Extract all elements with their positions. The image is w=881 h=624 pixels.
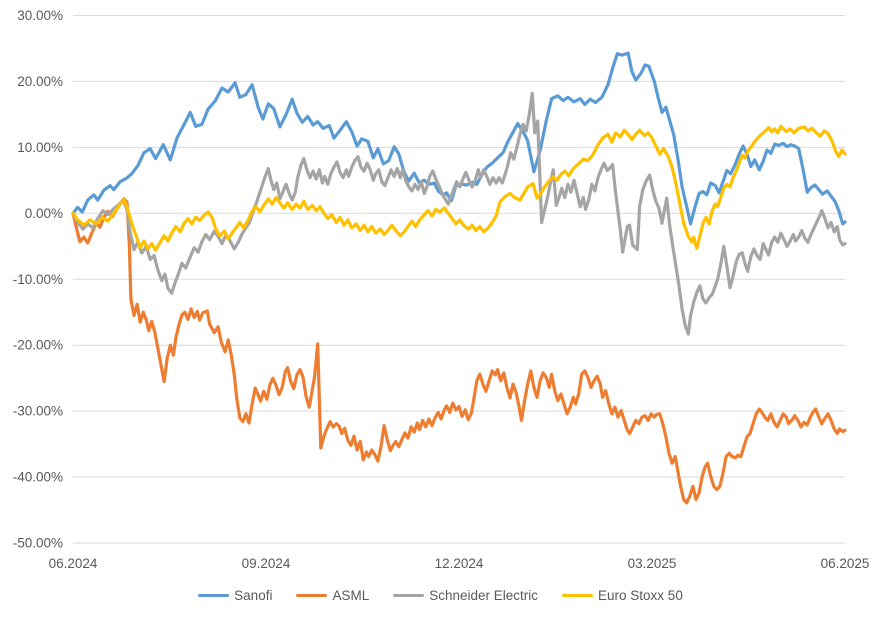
legend-item-euro-stoxx-50[interactable]: Euro Stoxx 50 (562, 588, 683, 603)
legend-label: Euro Stoxx 50 (598, 588, 683, 603)
legend-line-swatch-sanofi (198, 593, 230, 598)
legend-line-swatch-schneider-electric (393, 593, 425, 598)
legend-line-swatch-euro-stoxx-50 (562, 593, 594, 598)
x-axis-tick-label: 09.2024 (242, 556, 291, 571)
y-axis-tick-label: 30.00% (17, 8, 63, 23)
x-axis-tick-label: 03.2025 (628, 556, 677, 571)
y-axis-tick-label: -10.00% (13, 272, 63, 287)
y-axis-tick-label: -40.00% (13, 470, 63, 485)
y-axis-tick-label: 20.00% (17, 74, 63, 89)
legend-label: Schneider Electric (429, 588, 539, 603)
series-line-asml (71, 197, 847, 505)
series-line-schneider-electric (71, 91, 847, 336)
y-axis-tick-label: 10.00% (17, 140, 63, 155)
series-line-sanofi (71, 51, 847, 226)
x-axis-tick-label: 06.2025 (821, 556, 870, 571)
y-axis-tick-label: 0.00% (25, 206, 63, 221)
y-axis-tick-label: -20.00% (13, 338, 63, 353)
legend-item-asml[interactable]: ASML (296, 588, 369, 603)
x-axis-tick-label: 06.2024 (49, 556, 98, 571)
y-axis-tick-label: -50.00% (13, 536, 63, 551)
x-axis-tick-label: 12.2024 (435, 556, 484, 571)
y-axis-tick-label: -30.00% (13, 404, 63, 419)
legend-line-swatch-asml (296, 593, 328, 598)
legend-label: Sanofi (234, 588, 273, 603)
legend-item-sanofi[interactable]: Sanofi (198, 588, 272, 603)
legend-item-schneider-electric[interactable]: Schneider Electric (393, 588, 538, 603)
series-line-euro-stoxx-50 (71, 124, 847, 252)
chart-legend: Sanofi ASML Schneider Electric Euro Stoxx 5… (0, 588, 881, 603)
legend-label: ASML (332, 588, 370, 603)
